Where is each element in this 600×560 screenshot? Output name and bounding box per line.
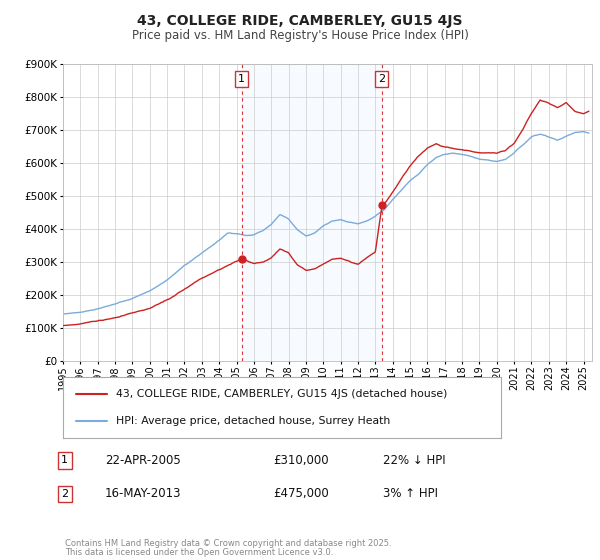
Bar: [242, 64, 382, 361]
Text: £475,000: £475,000: [273, 487, 329, 501]
Text: Price paid vs. HM Land Registry's House Price Index (HPI): Price paid vs. HM Land Registry's House …: [131, 29, 469, 42]
Text: 43, COLLEGE RIDE, CAMBERLEY, GU15 4JS (detached house): 43, COLLEGE RIDE, CAMBERLEY, GU15 4JS (d…: [116, 389, 447, 399]
Text: 2: 2: [61, 489, 68, 499]
Text: Contains HM Land Registry data © Crown copyright and database right 2025.: Contains HM Land Registry data © Crown c…: [65, 539, 391, 548]
Text: 1: 1: [61, 455, 68, 465]
Text: HPI: Average price, detached house, Surrey Heath: HPI: Average price, detached house, Surr…: [116, 416, 390, 426]
Text: 16-MAY-2013: 16-MAY-2013: [105, 487, 182, 501]
Text: This data is licensed under the Open Government Licence v3.0.: This data is licensed under the Open Gov…: [65, 548, 333, 557]
Text: £310,000: £310,000: [273, 454, 329, 467]
Text: 3% ↑ HPI: 3% ↑ HPI: [383, 487, 438, 501]
Text: 43, COLLEGE RIDE, CAMBERLEY, GU15 4JS: 43, COLLEGE RIDE, CAMBERLEY, GU15 4JS: [137, 14, 463, 28]
Text: 22-APR-2005: 22-APR-2005: [105, 454, 181, 467]
Text: 1: 1: [238, 74, 245, 84]
Text: 22% ↓ HPI: 22% ↓ HPI: [383, 454, 445, 467]
Text: 2: 2: [378, 74, 385, 84]
